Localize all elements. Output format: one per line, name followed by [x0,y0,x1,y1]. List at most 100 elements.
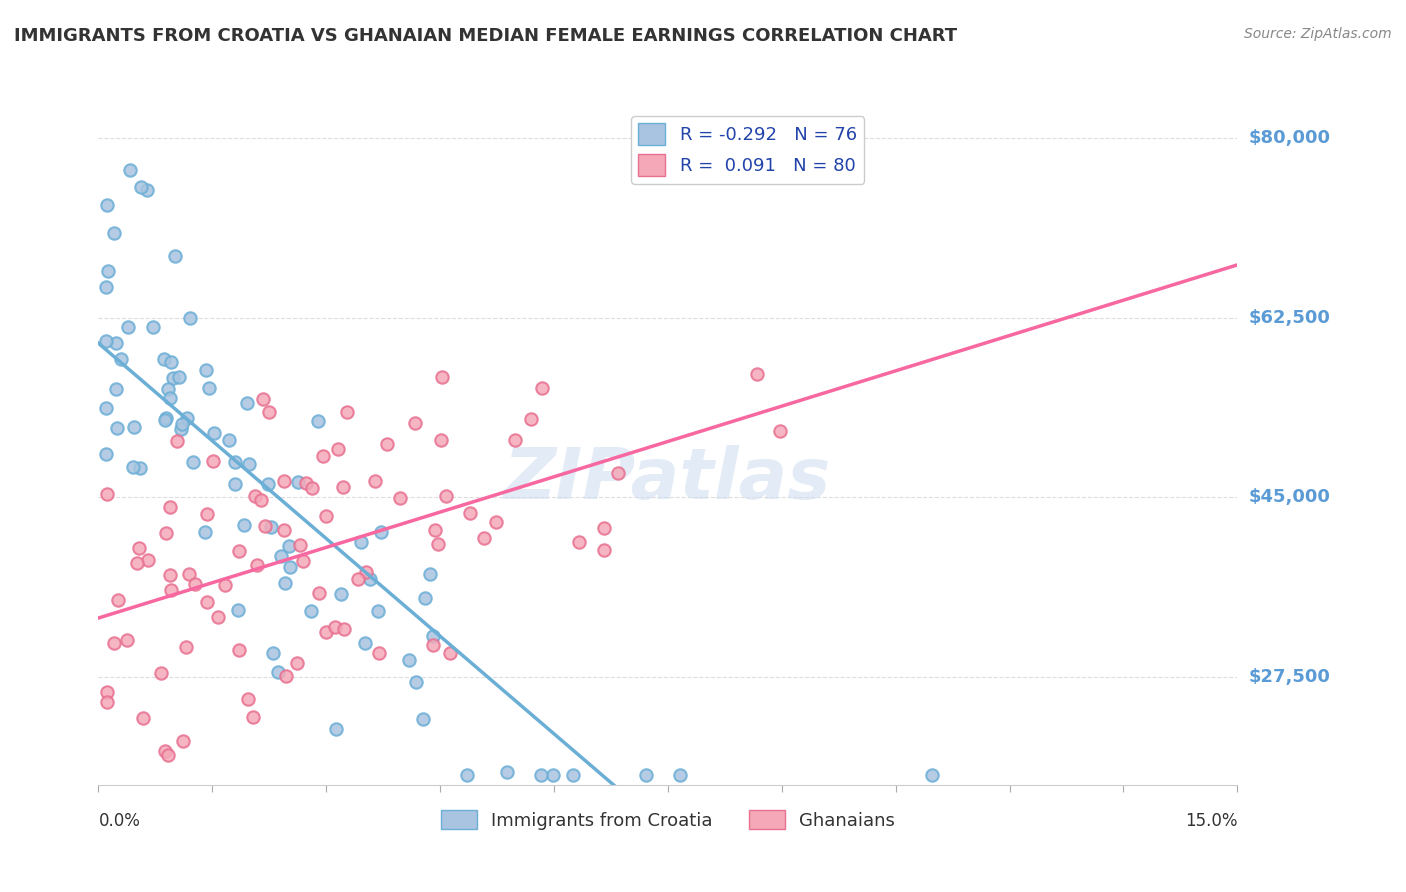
Text: Source: ZipAtlas.com: Source: ZipAtlas.com [1244,27,1392,41]
Text: IMMIGRANTS FROM CROATIA VS GHANAIAN MEDIAN FEMALE EARNINGS CORRELATION CHART: IMMIGRANTS FROM CROATIA VS GHANAIAN MEDI… [14,27,957,45]
Point [142,319,165,334]
Point [568,535,591,549]
Point [323,620,346,634]
Point [496,764,519,779]
Point [636,767,658,781]
Point [253,519,276,533]
Point [531,380,554,394]
Point [285,657,308,671]
Point [179,566,201,581]
Point [301,481,323,495]
Point [921,767,943,781]
Point [179,310,201,325]
Point [115,633,138,648]
Point [422,629,444,643]
Point [160,355,183,369]
Point [162,371,184,385]
Point [163,249,186,263]
Point [172,734,194,748]
Point [129,461,152,475]
Point [422,638,444,652]
Point [315,509,337,524]
Legend: Immigrants from Croatia, Ghanaians: Immigrants from Croatia, Ghanaians [433,803,903,837]
Point [257,405,280,419]
Point [291,554,314,568]
Point [592,543,614,558]
Point [252,392,274,407]
Point [236,395,259,409]
Point [439,646,461,660]
Point [375,437,398,451]
Point [103,227,125,241]
Point [135,183,157,197]
Point [307,414,329,428]
Point [94,401,117,416]
Point [436,489,458,503]
Point [136,553,159,567]
Point [332,622,354,636]
Text: 15.0%: 15.0% [1185,812,1237,830]
Point [769,424,792,438]
Point [593,521,616,535]
Point [228,643,250,657]
Point [315,624,337,639]
Text: 0.0%: 0.0% [98,812,141,830]
Point [356,565,378,579]
Point [207,610,229,624]
Point [456,767,478,781]
Point [430,433,453,447]
Point [336,405,359,419]
Text: $80,000: $80,000 [1249,128,1330,147]
Point [96,334,118,348]
Point [174,640,197,654]
Point [156,382,179,396]
Point [427,536,450,550]
Point [325,722,347,736]
Point [260,519,283,533]
Point [195,507,218,521]
Point [121,460,143,475]
Point [287,475,309,489]
Point [520,412,543,426]
Point [312,449,335,463]
Point [155,744,177,758]
Point [350,535,373,549]
Point [367,604,389,618]
Point [228,544,250,558]
Point [159,391,181,405]
Point [157,748,180,763]
Point [485,515,508,529]
Point [122,420,145,434]
Point [155,411,177,425]
Text: $45,000: $45,000 [1249,488,1330,507]
Point [195,594,218,608]
Point [117,320,139,334]
Point [270,549,292,564]
Point [541,767,564,781]
Point [118,163,141,178]
Point [299,603,322,617]
Point [430,369,453,384]
Point [236,691,259,706]
Point [256,476,278,491]
Point [326,442,349,456]
Point [232,517,254,532]
Point [153,413,176,427]
Point [354,636,377,650]
Text: $62,500: $62,500 [1249,309,1330,326]
Point [202,425,225,440]
Point [458,506,481,520]
Point [404,416,426,430]
Point [530,767,553,781]
Point [195,363,218,377]
Point [238,457,260,471]
Point [276,668,298,682]
Point [273,474,295,488]
Point [198,381,221,395]
Text: ZIPatlas: ZIPatlas [505,445,831,515]
Point [472,531,495,545]
Point [370,524,392,539]
Point [224,455,246,469]
Point [398,653,420,667]
Point [183,577,205,591]
